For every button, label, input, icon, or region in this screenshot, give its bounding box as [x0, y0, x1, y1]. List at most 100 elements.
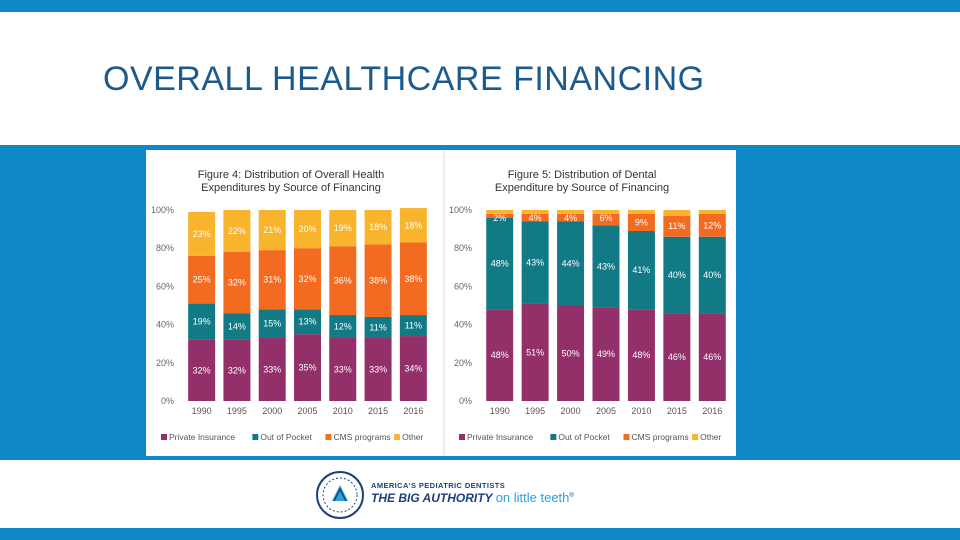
chart1-xtick-label: 1995: [227, 406, 247, 416]
chart2-ytick-label: 40%: [454, 320, 472, 330]
chart1-data-label: 34%: [404, 364, 422, 374]
chart2-bar-segment: [592, 210, 620, 214]
chart2-data-label: 11%: [668, 221, 685, 231]
chart2-data-label: 48%: [491, 258, 509, 268]
chart2-xtick-label: 1990: [490, 406, 510, 416]
chart1-data-label: 11%: [405, 321, 422, 331]
chart2-data-label: 4%: [564, 213, 577, 223]
chart2-bar-segment: [663, 215, 691, 237]
chart2-legend-label: Private Insurance: [467, 432, 533, 442]
chart2-bar-segment: [521, 213, 549, 222]
chart2-bar-segment: [698, 210, 726, 214]
chart1-data-label: 15%: [263, 319, 281, 329]
chart2-bar-segment: [486, 217, 514, 310]
chart2-bar-segment: [486, 213, 514, 218]
chart1-data-label: 32%: [228, 278, 246, 288]
chart1-data-label: 19%: [193, 317, 211, 327]
chart2-bar-segment: [663, 236, 691, 314]
chart1-bar-segment: [188, 339, 216, 401]
chart2-data-label: 50%: [562, 348, 580, 358]
chart2-legend-swatch: [623, 434, 630, 440]
chart1-ytick-label: 60%: [156, 281, 174, 291]
chart2-bar-segment: [663, 313, 691, 401]
chart1-bar-segment: [188, 255, 216, 304]
chart1-ytick-label: 80%: [156, 243, 174, 253]
chart2-legend-label: Out of Pocket: [558, 432, 610, 442]
chart1-bar-segment: [258, 210, 286, 251]
chart1-data-label: 32%: [298, 274, 316, 284]
chart1-data-label: 11%: [369, 322, 386, 332]
chart1-xtick-label: 2015: [368, 406, 388, 416]
chart2-bar-segment: [627, 213, 655, 232]
chart2-bar-segment: [486, 309, 514, 401]
chart1-xtick-label: 2000: [262, 406, 282, 416]
chart1-data-label: 25%: [193, 275, 211, 285]
chart2-bar-segment: [521, 221, 549, 304]
chart2-ytick-label: 100%: [449, 205, 472, 215]
chart1-data-label: 19%: [334, 223, 352, 233]
chart2-data-label: 43%: [526, 258, 544, 268]
chart1-bar-segment: [294, 334, 321, 401]
chart1-data-label: 33%: [334, 364, 352, 374]
chart2-xtick-label: 1995: [525, 406, 545, 416]
chart2-bar-segment: [521, 210, 549, 214]
chart2-data-label: 51%: [526, 347, 544, 357]
chart2-legend-swatch: [550, 434, 557, 440]
chart2-legend-label: CMS programs: [632, 432, 689, 442]
chart2-bar-segment: [663, 210, 691, 216]
chart1-xtick-label: 1990: [192, 406, 212, 416]
chart2-data-label: 49%: [597, 349, 615, 359]
chart2-legend-label: Other: [700, 432, 721, 442]
chart1-bar-segment: [399, 242, 427, 316]
logo-trademark: ®: [569, 493, 574, 499]
chart1-bar-segment: [294, 309, 321, 335]
chart2-ytick-label: 0%: [459, 396, 472, 406]
chart1-title-line: Expenditures by Source of Financing: [201, 182, 381, 194]
chart1-bar-segment: [294, 210, 321, 249]
chart1-bar-segment: [294, 248, 321, 310]
top-accent-bar: [0, 0, 960, 12]
chart2-bar-segment: [557, 305, 585, 401]
chart2-data-label: 40%: [703, 270, 721, 280]
charts-svg: Figure 4: Distribution of Overall Health…: [151, 150, 726, 456]
chart1-bar-segment: [364, 244, 392, 317]
chart2-bar-segment: [486, 210, 514, 214]
chart2-bar-segment: [592, 213, 620, 226]
chart2-data-label: 41%: [632, 265, 650, 275]
chart2-data-label: 12%: [703, 220, 721, 230]
chart2-bar-segment: [521, 303, 549, 401]
chart1-bar-segment: [223, 252, 251, 314]
chart1-data-label: 32%: [228, 365, 246, 375]
chart1-bar-segment: [399, 208, 427, 243]
chart2-bar-segment: [627, 210, 655, 214]
chart2-data-label: 48%: [491, 350, 509, 360]
chart1-bar-segment: [329, 337, 357, 401]
chart1-ytick-label: 40%: [156, 320, 174, 330]
chart2-data-label: 4%: [529, 213, 542, 223]
chart2-data-label: 48%: [632, 350, 650, 360]
chart2-bar-segment: [592, 307, 620, 401]
chart1-ytick-label: 0%: [161, 396, 174, 406]
chart2-data-label: 46%: [703, 352, 721, 362]
chart1-data-label: 13%: [298, 317, 316, 327]
chart2-title-line: Expenditure by Source of Financing: [495, 182, 669, 194]
chart1-legend-swatch: [325, 434, 332, 440]
chart1-data-label: 23%: [193, 229, 211, 239]
chart2-xtick-label: 2010: [631, 406, 651, 416]
chart1-data-label: 12%: [334, 322, 352, 332]
chart1-data-label: 18%: [404, 220, 422, 230]
chart1-bar-segment: [188, 303, 216, 340]
chart2-data-label: 46%: [668, 352, 686, 362]
chart1-bar-segment: [329, 210, 357, 247]
chart1-data-label: 33%: [263, 364, 281, 374]
chart1-bar-segment: [364, 210, 392, 245]
chart2-title-line: Figure 5: Distribution of Dental: [508, 169, 657, 181]
chart1-data-label: 31%: [263, 275, 281, 285]
chart1-bar-segment: [364, 316, 392, 338]
chart1-xtick-label: 2016: [403, 406, 423, 416]
logo-tagline: THE BIG AUTHORITY on little teeth®: [371, 490, 574, 505]
chart1-legend-swatch: [161, 434, 167, 440]
chart1-bar-segment: [258, 337, 286, 401]
chart1-bar-segment: [258, 309, 286, 338]
chart1-ytick-label: 20%: [156, 358, 174, 368]
